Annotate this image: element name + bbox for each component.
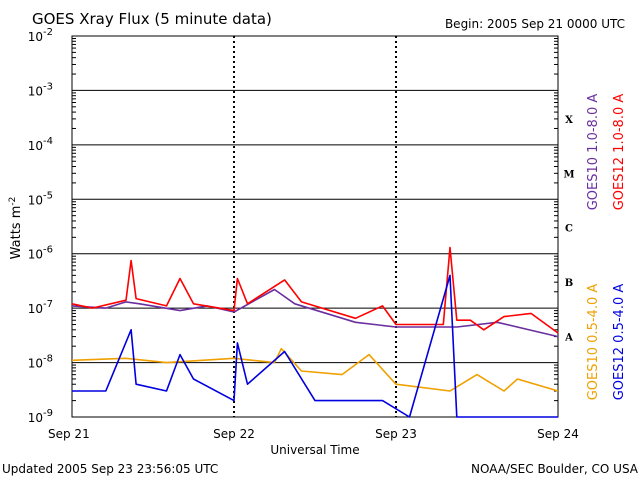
plot-area [71,35,559,418]
flare-class-labels: X M C B A [563,115,574,344]
y-tick-label: 10-4 [28,136,53,153]
y-tick-base: 10 [28,248,43,262]
x-tick-label: Sep 24 [537,427,579,441]
y-tick-exponent: -6 [43,245,53,256]
series-line [72,274,558,418]
y-tick-base: 10 [28,30,43,44]
y-tick-base: 10 [28,411,43,425]
y-tick-label: 10-5 [28,190,53,207]
legend: GOES10 1.0-8.0 A GOES12 1.0-8.0 A GOES10 0… [586,94,627,401]
x-tick-label: Sep 23 [375,427,417,441]
credit-label: NOAA/SEC Boulder, CO USA [471,462,639,476]
updated-label: Updated 2005 Sep 23 23:56:05 UTC [2,462,218,476]
x-tick-labels: Sep 21 Sep 22 Sep 23 Sep 24 [48,427,579,441]
grid-lines [72,37,558,402]
day-markers [233,36,397,417]
y-tick-exponent: -5 [43,190,53,201]
flare-class-label: C [565,224,573,235]
begin-label: Begin: 2005 Sep 21 0000 UTC [445,17,625,31]
flare-class-label: M [563,169,574,180]
y-tick-label: 10-7 [28,299,53,316]
y-tick-base: 10 [28,357,43,371]
series-line [71,347,559,392]
y-tick-exponent: -2 [43,27,53,38]
y-tick-label: 10-6 [28,245,53,262]
x-tick-label: Sep 21 [48,427,90,441]
legend-entry: GOES12 0.5-4.0 A [612,284,627,401]
y-tick-exponent: -4 [43,136,53,147]
legend-entry: GOES10 0.5-4.0 A [586,284,601,401]
y-axis-label: Watts m-2 [8,197,24,260]
series-line [71,246,559,334]
y-tick-base: 10 [28,84,43,98]
x-axis-label: Universal Time [270,443,359,457]
series-group [71,246,559,418]
y-tick-label: 10-2 [28,27,53,44]
y-tick-label: 10-9 [28,408,53,425]
legend-entry: GOES12 1.0-8.0 A [612,94,627,211]
y-tick-label: 10-8 [28,354,53,371]
y-axis-label-exponent: -2 [8,197,18,206]
x-tick-label: Sep 22 [213,427,255,441]
flare-class-label: B [565,278,573,289]
flare-class-label: A [564,333,573,344]
y-tick-exponent: -7 [43,299,53,310]
y-tick-base: 10 [28,193,43,207]
y-tick-base: 10 [28,139,43,153]
y-tick-label: 10-3 [28,81,53,98]
y-tick-exponent: -9 [43,408,53,419]
y-axis-label-text: Watts m [9,206,24,260]
y-tick-labels: 10-210-310-410-510-610-710-810-9 [28,27,53,425]
flare-class-label: X [565,115,573,126]
y-tick-exponent: -3 [43,81,53,92]
chart-title: GOES Xray Flux (5 minute data) [32,10,272,28]
y-tick-exponent: -8 [43,354,53,365]
y-tick-base: 10 [28,302,43,316]
series-line [71,288,559,338]
legend-entry: GOES10 1.0-8.0 A [586,94,601,211]
